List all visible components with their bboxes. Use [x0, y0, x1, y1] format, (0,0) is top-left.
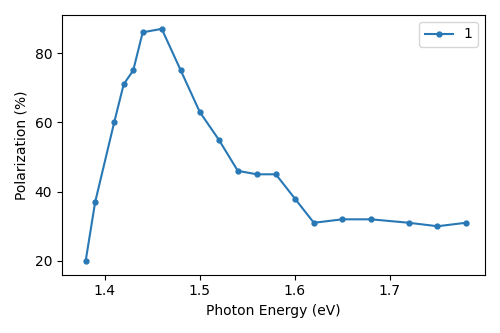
1 [311, 221, 317, 225]
1 [140, 30, 145, 34]
1 [235, 169, 241, 173]
1 [292, 196, 298, 200]
1 [82, 259, 88, 263]
X-axis label: Photon Energy (eV): Photon Energy (eV) [206, 304, 341, 318]
Y-axis label: Polarization (%): Polarization (%) [15, 90, 29, 199]
1 [406, 221, 412, 225]
1 [92, 200, 98, 204]
1 [340, 217, 345, 221]
1 [197, 110, 203, 114]
1 [434, 224, 440, 228]
Legend: 1: 1 [419, 22, 478, 47]
1 [120, 82, 126, 86]
1 [158, 27, 164, 31]
1 [216, 138, 222, 142]
Line: 1: 1 [83, 26, 468, 263]
1 [178, 68, 184, 72]
1 [463, 221, 469, 225]
1 [130, 68, 136, 72]
1 [254, 172, 260, 176]
1 [273, 172, 279, 176]
1 [368, 217, 374, 221]
1 [111, 120, 117, 124]
